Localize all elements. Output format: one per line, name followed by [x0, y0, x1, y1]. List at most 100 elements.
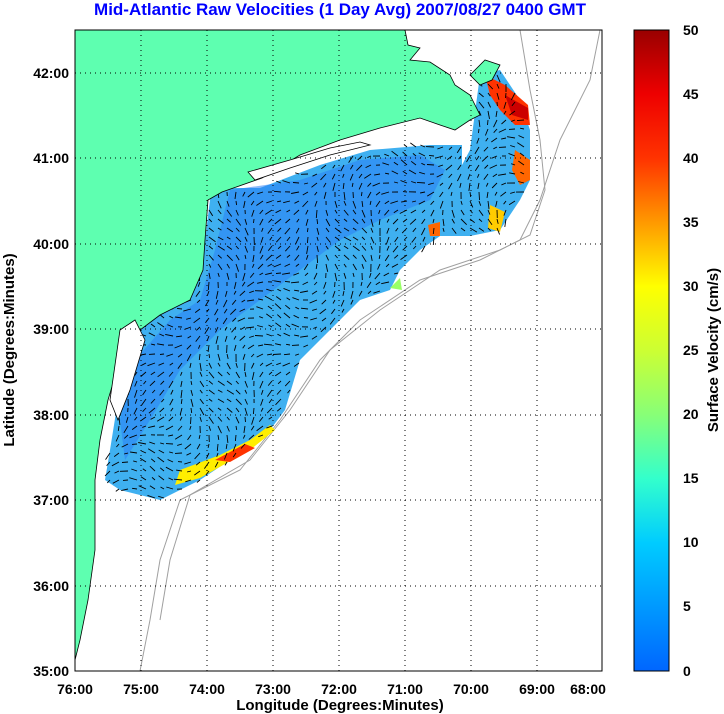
colorbar-tick-label: 15 — [683, 470, 699, 486]
velocity-vector — [226, 398, 232, 403]
velocity-vector — [315, 263, 318, 269]
velocity-vector — [275, 296, 282, 301]
velocity-vector — [366, 281, 372, 289]
velocity-vector — [484, 164, 489, 169]
velocity-vector — [177, 353, 183, 358]
velocity-vector — [410, 160, 417, 166]
velocity-vector — [266, 333, 273, 337]
velocity-vector — [283, 287, 291, 292]
velocity-vector — [205, 299, 210, 307]
velocity-vector — [222, 317, 228, 325]
velocity-vector — [268, 398, 273, 404]
velocity-vector — [420, 191, 426, 194]
velocity-vector — [370, 218, 374, 227]
velocity-vector — [442, 227, 445, 232]
velocity-vector — [511, 163, 516, 166]
colorbar-tick-label: 0 — [683, 663, 691, 679]
velocity-vector — [240, 326, 246, 330]
velocity-vector — [208, 416, 214, 424]
velocity-vector — [168, 371, 174, 377]
velocity-vector — [284, 245, 291, 252]
velocity-vector — [134, 398, 138, 404]
velocity-vector — [235, 398, 242, 406]
velocity-vector — [325, 209, 329, 216]
velocity-vector — [208, 263, 212, 268]
velocity-vector — [323, 182, 327, 188]
colorbar-tick-label: 50 — [683, 22, 699, 38]
velocity-vector — [265, 209, 273, 215]
velocity-vector — [225, 443, 228, 449]
velocity-vector — [260, 254, 264, 260]
velocity-vector — [231, 299, 237, 305]
velocity-vector — [226, 371, 231, 376]
velocity-vector — [208, 398, 213, 402]
velocity-vector — [286, 254, 291, 258]
velocity-vector — [505, 92, 507, 99]
velocity-vector — [343, 209, 349, 216]
velocity-vector — [157, 322, 165, 328]
velocity-vector — [118, 416, 121, 425]
velocity-vector — [420, 144, 426, 148]
velocity-vector — [277, 380, 282, 385]
velocity-vector — [235, 236, 242, 243]
velocity-vector — [250, 200, 255, 206]
velocity-vector — [275, 209, 282, 214]
velocity-vector — [360, 191, 363, 197]
velocity-vector — [358, 290, 363, 297]
velocity-vector — [274, 371, 282, 377]
velocity-vector — [352, 200, 357, 209]
velocity-vector — [485, 182, 489, 187]
velocity-vector — [498, 128, 507, 133]
velocity-vector — [291, 323, 300, 328]
velocity-vector — [316, 254, 319, 264]
velocity-vector — [217, 272, 220, 277]
velocity-vector — [257, 263, 264, 270]
velocity-vector — [385, 236, 390, 245]
velocity-vector — [350, 164, 354, 170]
velocity-vector — [300, 290, 309, 293]
velocity-vector — [168, 380, 174, 389]
velocity-vector — [390, 200, 399, 204]
velocity-vector — [283, 353, 291, 356]
land-long-island — [247, 141, 372, 181]
velocity-vector — [343, 200, 347, 206]
velocity-vector — [331, 173, 336, 180]
velocity-vector — [142, 425, 147, 428]
velocity-vector — [173, 478, 183, 481]
velocity-vector — [334, 209, 338, 214]
velocity-vector — [421, 209, 426, 214]
velocity-vector — [340, 299, 345, 307]
colorbar-tick-label: 10 — [683, 534, 699, 550]
velocity-vector — [226, 227, 234, 233]
velocity-vector — [448, 146, 453, 150]
velocity-vector — [292, 297, 300, 301]
velocity-vector — [179, 407, 183, 415]
velocity-vector — [361, 200, 364, 207]
velocity-vector — [150, 371, 156, 376]
velocity-vector — [150, 458, 156, 463]
colorbar-tick-label: 40 — [683, 150, 699, 166]
velocity-vector — [190, 398, 194, 407]
velocity-vector — [343, 227, 350, 232]
velocity-vector — [233, 344, 237, 351]
velocity-vector — [140, 371, 147, 377]
velocity-vector — [183, 308, 192, 312]
velocity-vector — [133, 407, 138, 415]
x-tick-label: 73:00 — [255, 681, 291, 697]
velocity-vector — [223, 308, 228, 314]
velocity-vector — [186, 317, 192, 320]
velocity-vector — [418, 200, 426, 205]
velocity-vector — [130, 451, 138, 454]
velocity-vector — [451, 209, 455, 218]
velocity-vector — [295, 172, 300, 175]
velocity-vector — [350, 290, 354, 299]
velocity-vector — [411, 181, 417, 184]
velocity-vector — [332, 290, 336, 298]
velocity-vector — [361, 227, 368, 234]
velocity-vector — [244, 218, 248, 225]
velocity-vector — [484, 128, 489, 136]
velocity-vector — [481, 155, 489, 162]
velocity-vector — [395, 227, 399, 232]
velocity-vector — [313, 272, 318, 280]
